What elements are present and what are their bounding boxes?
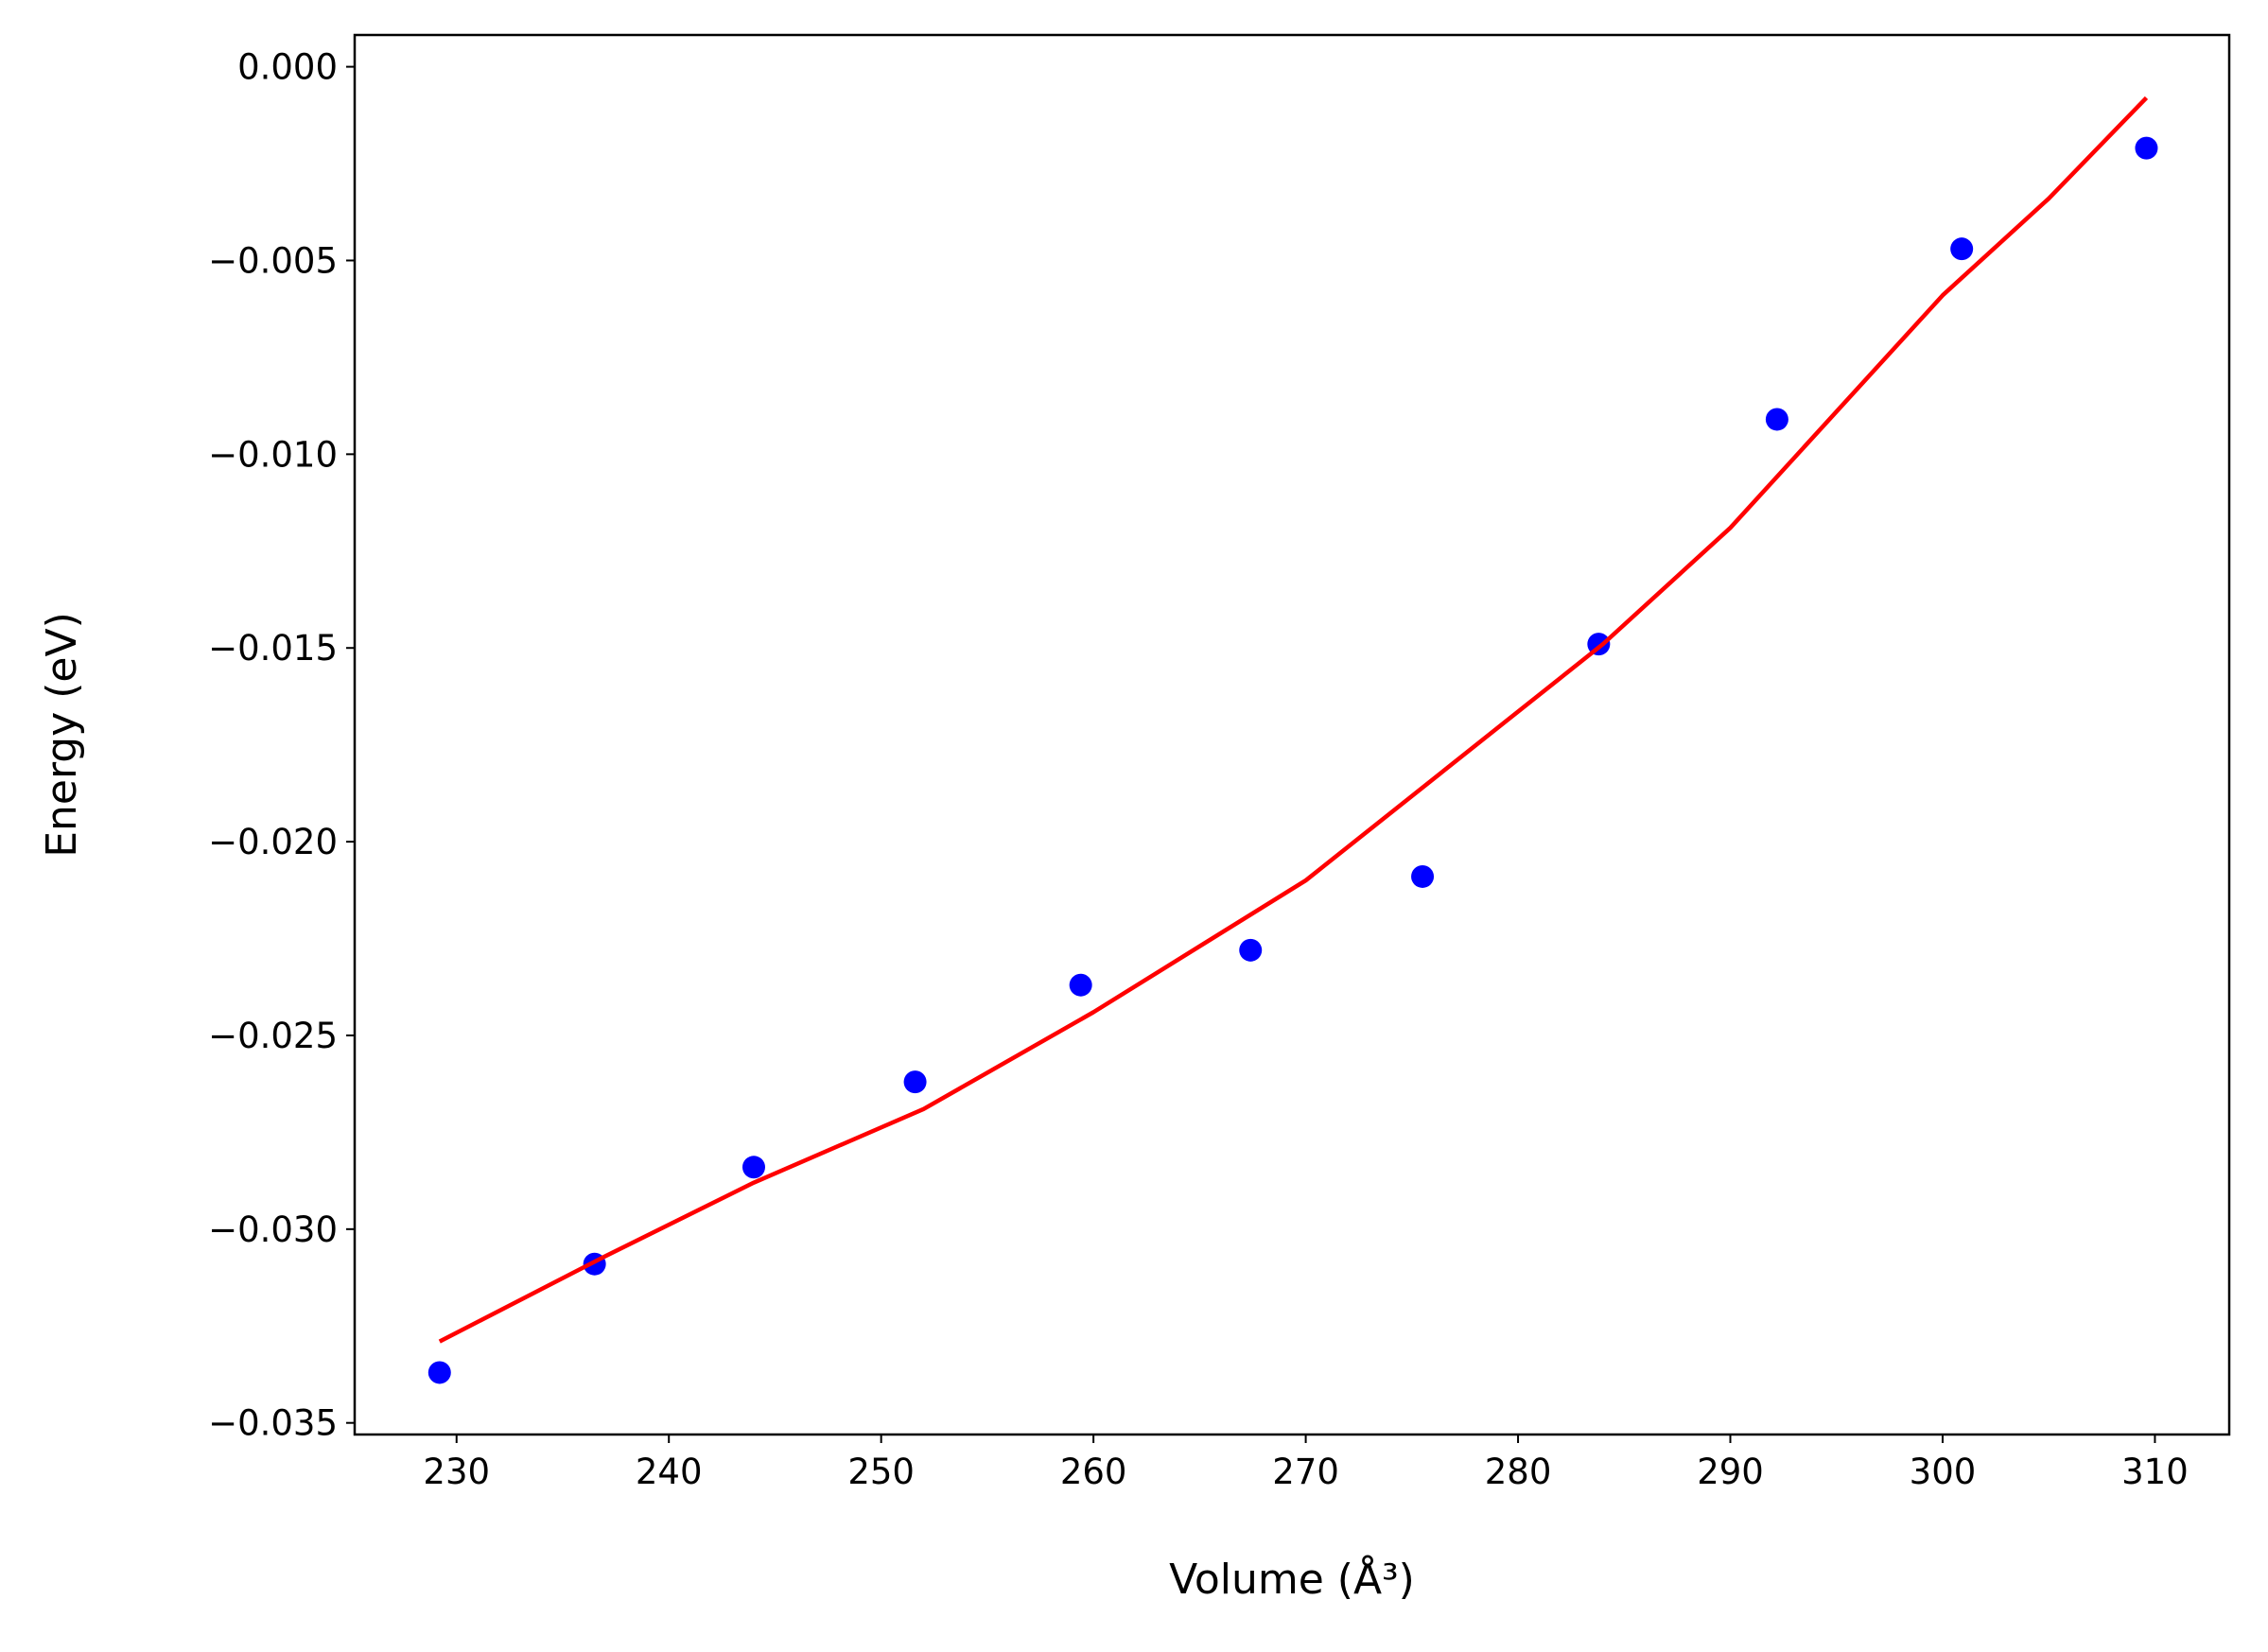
- y-tick-label: −0.025: [208, 1016, 338, 1056]
- x-tick-label: 310: [2121, 1452, 2189, 1492]
- data-point: [1069, 973, 1092, 997]
- x-tick-label: 270: [1272, 1452, 1339, 1492]
- data-point: [1765, 408, 1788, 431]
- x-tick-label: 280: [1485, 1452, 1552, 1492]
- y-tick-label: −0.020: [208, 822, 338, 862]
- x-tick-label: 250: [847, 1452, 915, 1492]
- y-tick-label: −0.030: [208, 1209, 338, 1250]
- data-point: [427, 1361, 451, 1384]
- x-tick-label: 240: [636, 1452, 703, 1492]
- y-axis-title: Energy (eV): [38, 612, 86, 858]
- data-point: [1411, 864, 1435, 888]
- y-tick-label: −0.015: [208, 628, 338, 669]
- y-tick-label: 0.000: [237, 47, 338, 88]
- data-point: [1239, 938, 1263, 962]
- data-point: [903, 1070, 927, 1094]
- fit-line: [438, 96, 2149, 1344]
- y-tick-label: −0.005: [208, 240, 338, 281]
- data-point: [2135, 136, 2158, 160]
- x-axis-title: Volume (Å³): [1169, 1554, 1415, 1604]
- y-tick-label: −0.010: [208, 434, 338, 475]
- x-tick-label: 300: [1910, 1452, 1977, 1492]
- x-tick-label: 230: [423, 1452, 490, 1492]
- x-tick-label: 260: [1060, 1452, 1127, 1492]
- y-tick-label: −0.035: [208, 1403, 338, 1444]
- data-point: [1950, 237, 1974, 261]
- plot-frame: [353, 33, 2231, 1436]
- x-tick-label: 290: [1697, 1452, 1764, 1492]
- data-point: [741, 1156, 765, 1179]
